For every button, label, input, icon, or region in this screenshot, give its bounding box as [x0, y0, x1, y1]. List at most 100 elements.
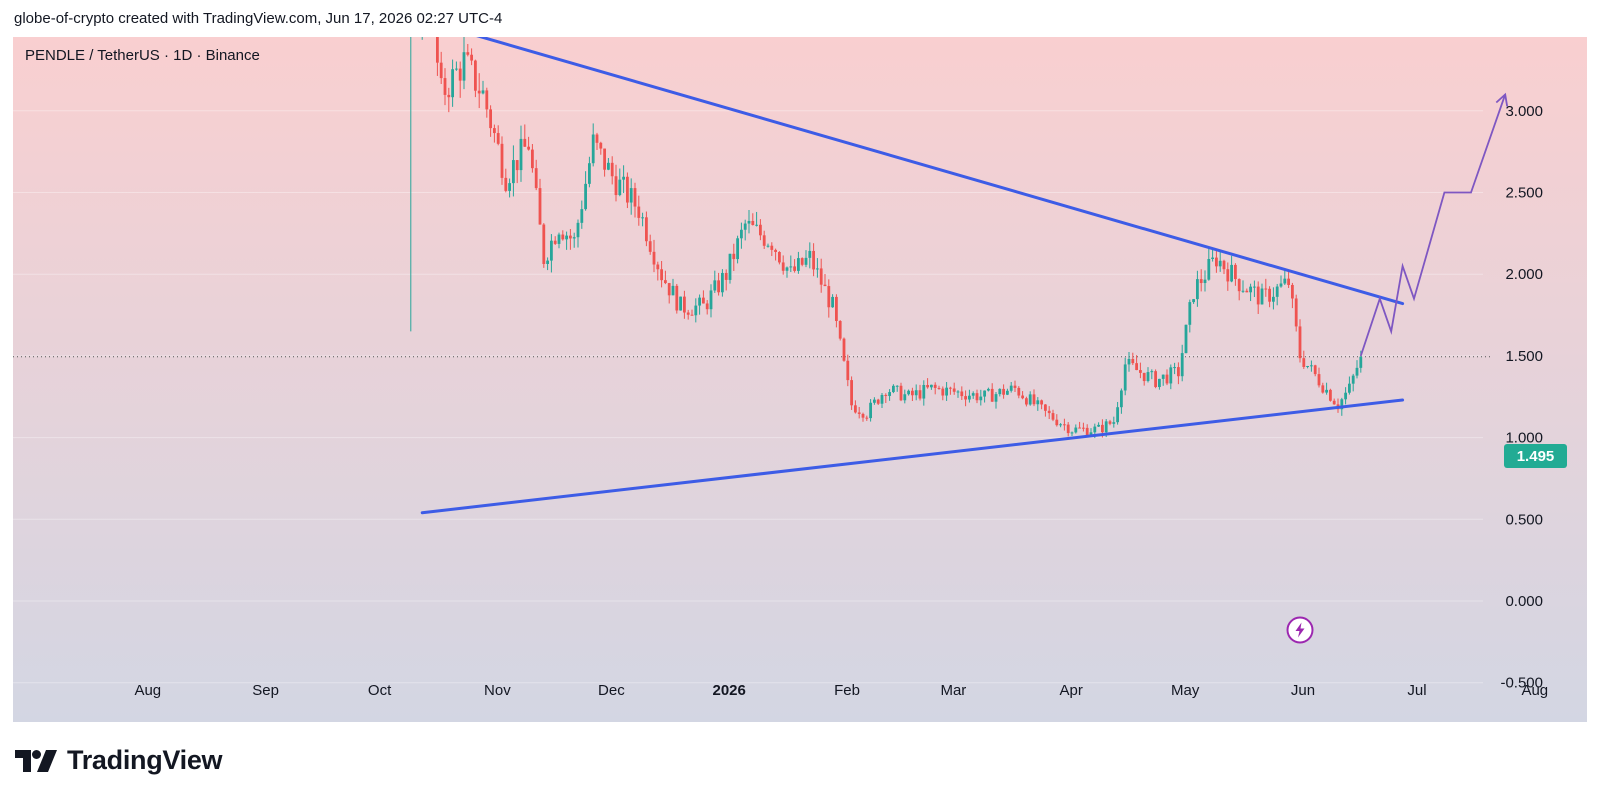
- lightning-bolt-icon[interactable]: [1286, 616, 1314, 644]
- candle-body: [861, 413, 865, 418]
- chart-area[interactable]: 6.5006.0005.5005.0004.5004.0003.5003.000…: [13, 37, 1587, 722]
- candle-body: [975, 393, 979, 401]
- candle: [865, 415, 869, 421]
- candle: [770, 242, 774, 257]
- candle: [1192, 298, 1195, 304]
- candle-body: [857, 412, 861, 414]
- candle: [671, 278, 675, 296]
- candle: [1302, 350, 1306, 369]
- candle-body: [1340, 399, 1344, 410]
- candle: [873, 397, 876, 405]
- candle: [907, 389, 910, 396]
- candle: [561, 230, 565, 241]
- candlestick-chart[interactable]: 6.5006.0005.5005.0004.5004.0003.5003.000…: [13, 37, 1587, 722]
- candle-body: [1249, 286, 1252, 293]
- candle-body: [1173, 367, 1176, 369]
- candle-body: [968, 395, 971, 400]
- candle: [854, 400, 857, 414]
- y-tick-label: 0.500: [1505, 511, 1543, 528]
- candle: [576, 219, 580, 248]
- candle: [538, 178, 542, 225]
- candle-body: [675, 285, 679, 311]
- candle-body: [747, 220, 751, 224]
- tradingview-brand[interactable]: TradingView: [15, 745, 223, 776]
- candle-body: [614, 176, 618, 196]
- candle: [1218, 250, 1222, 272]
- candle: [1123, 357, 1127, 396]
- candle-body: [1112, 422, 1116, 424]
- candle-body: [550, 240, 553, 261]
- candle-body: [1234, 264, 1237, 280]
- candle-body: [1260, 288, 1264, 305]
- candle: [1283, 270, 1287, 286]
- candle-body: [1036, 400, 1040, 405]
- candle: [1237, 278, 1241, 301]
- candle-body: [880, 394, 884, 404]
- candle: [949, 386, 952, 395]
- y-tick-label: 3.000: [1505, 103, 1543, 120]
- candle: [983, 390, 986, 403]
- symbol-title[interactable]: PENDLE / TetherUS · 1D · Binance: [25, 47, 260, 64]
- candle: [914, 384, 918, 401]
- candle-body: [724, 272, 728, 280]
- candle: [679, 296, 682, 311]
- candle-body: [713, 280, 717, 291]
- candle-body: [1317, 374, 1321, 386]
- candle: [892, 384, 895, 394]
- candle-body: [770, 245, 774, 250]
- candle: [1207, 247, 1211, 281]
- candle-body: [1359, 356, 1363, 368]
- candle-body: [717, 280, 720, 293]
- candle-body: [607, 162, 610, 170]
- candle: [1321, 382, 1325, 394]
- candle-body: [629, 188, 633, 203]
- candle-body: [1287, 278, 1290, 285]
- candle-body: [531, 149, 534, 169]
- x-tick-label: Mar: [940, 682, 966, 699]
- candle: [489, 105, 492, 137]
- candle-body: [835, 296, 838, 321]
- candle: [838, 320, 842, 341]
- candle-body: [671, 285, 675, 296]
- candle-body: [557, 234, 561, 244]
- candle: [515, 160, 519, 184]
- candle: [633, 182, 637, 218]
- time-axis[interactable]: Aug Sep Oct Nov Dec 2026 Feb Mar Apr May Jun Jul Aug: [134, 682, 1548, 699]
- candle: [436, 37, 439, 76]
- candle-body: [648, 241, 652, 252]
- candle-body: [1230, 264, 1233, 282]
- candle-body: [876, 399, 880, 404]
- candle: [656, 261, 660, 281]
- candle-body: [572, 237, 576, 239]
- candle-body: [873, 399, 876, 403]
- candle-body: [743, 223, 747, 230]
- candle-body: [1070, 432, 1074, 434]
- candle: [648, 234, 652, 255]
- candle-body: [1218, 260, 1222, 267]
- candle: [1355, 360, 1359, 379]
- candle: [743, 219, 747, 241]
- candle: [1291, 282, 1294, 309]
- candle-body: [884, 394, 888, 396]
- candle: [1351, 373, 1355, 392]
- candle-body: [994, 394, 998, 402]
- candle: [595, 132, 599, 150]
- candle-body: [591, 134, 595, 164]
- candle: [1188, 299, 1192, 333]
- candle: [481, 80, 485, 95]
- candle-body: [474, 60, 477, 91]
- candle: [922, 380, 926, 406]
- candle: [804, 250, 808, 268]
- candle-body: [1241, 290, 1245, 292]
- candle-body: [1351, 375, 1355, 384]
- price-axis[interactable]: 6.5006.0005.5005.0004.5004.0003.5003.000…: [1500, 37, 1543, 692]
- candle: [1256, 281, 1260, 314]
- candle-body: [645, 217, 648, 242]
- candle-body: [899, 385, 903, 401]
- candle: [1127, 351, 1131, 372]
- candle-body: [1055, 419, 1059, 426]
- candle: [667, 282, 671, 304]
- candle: [580, 200, 584, 229]
- candle: [618, 168, 622, 197]
- candle: [637, 195, 641, 226]
